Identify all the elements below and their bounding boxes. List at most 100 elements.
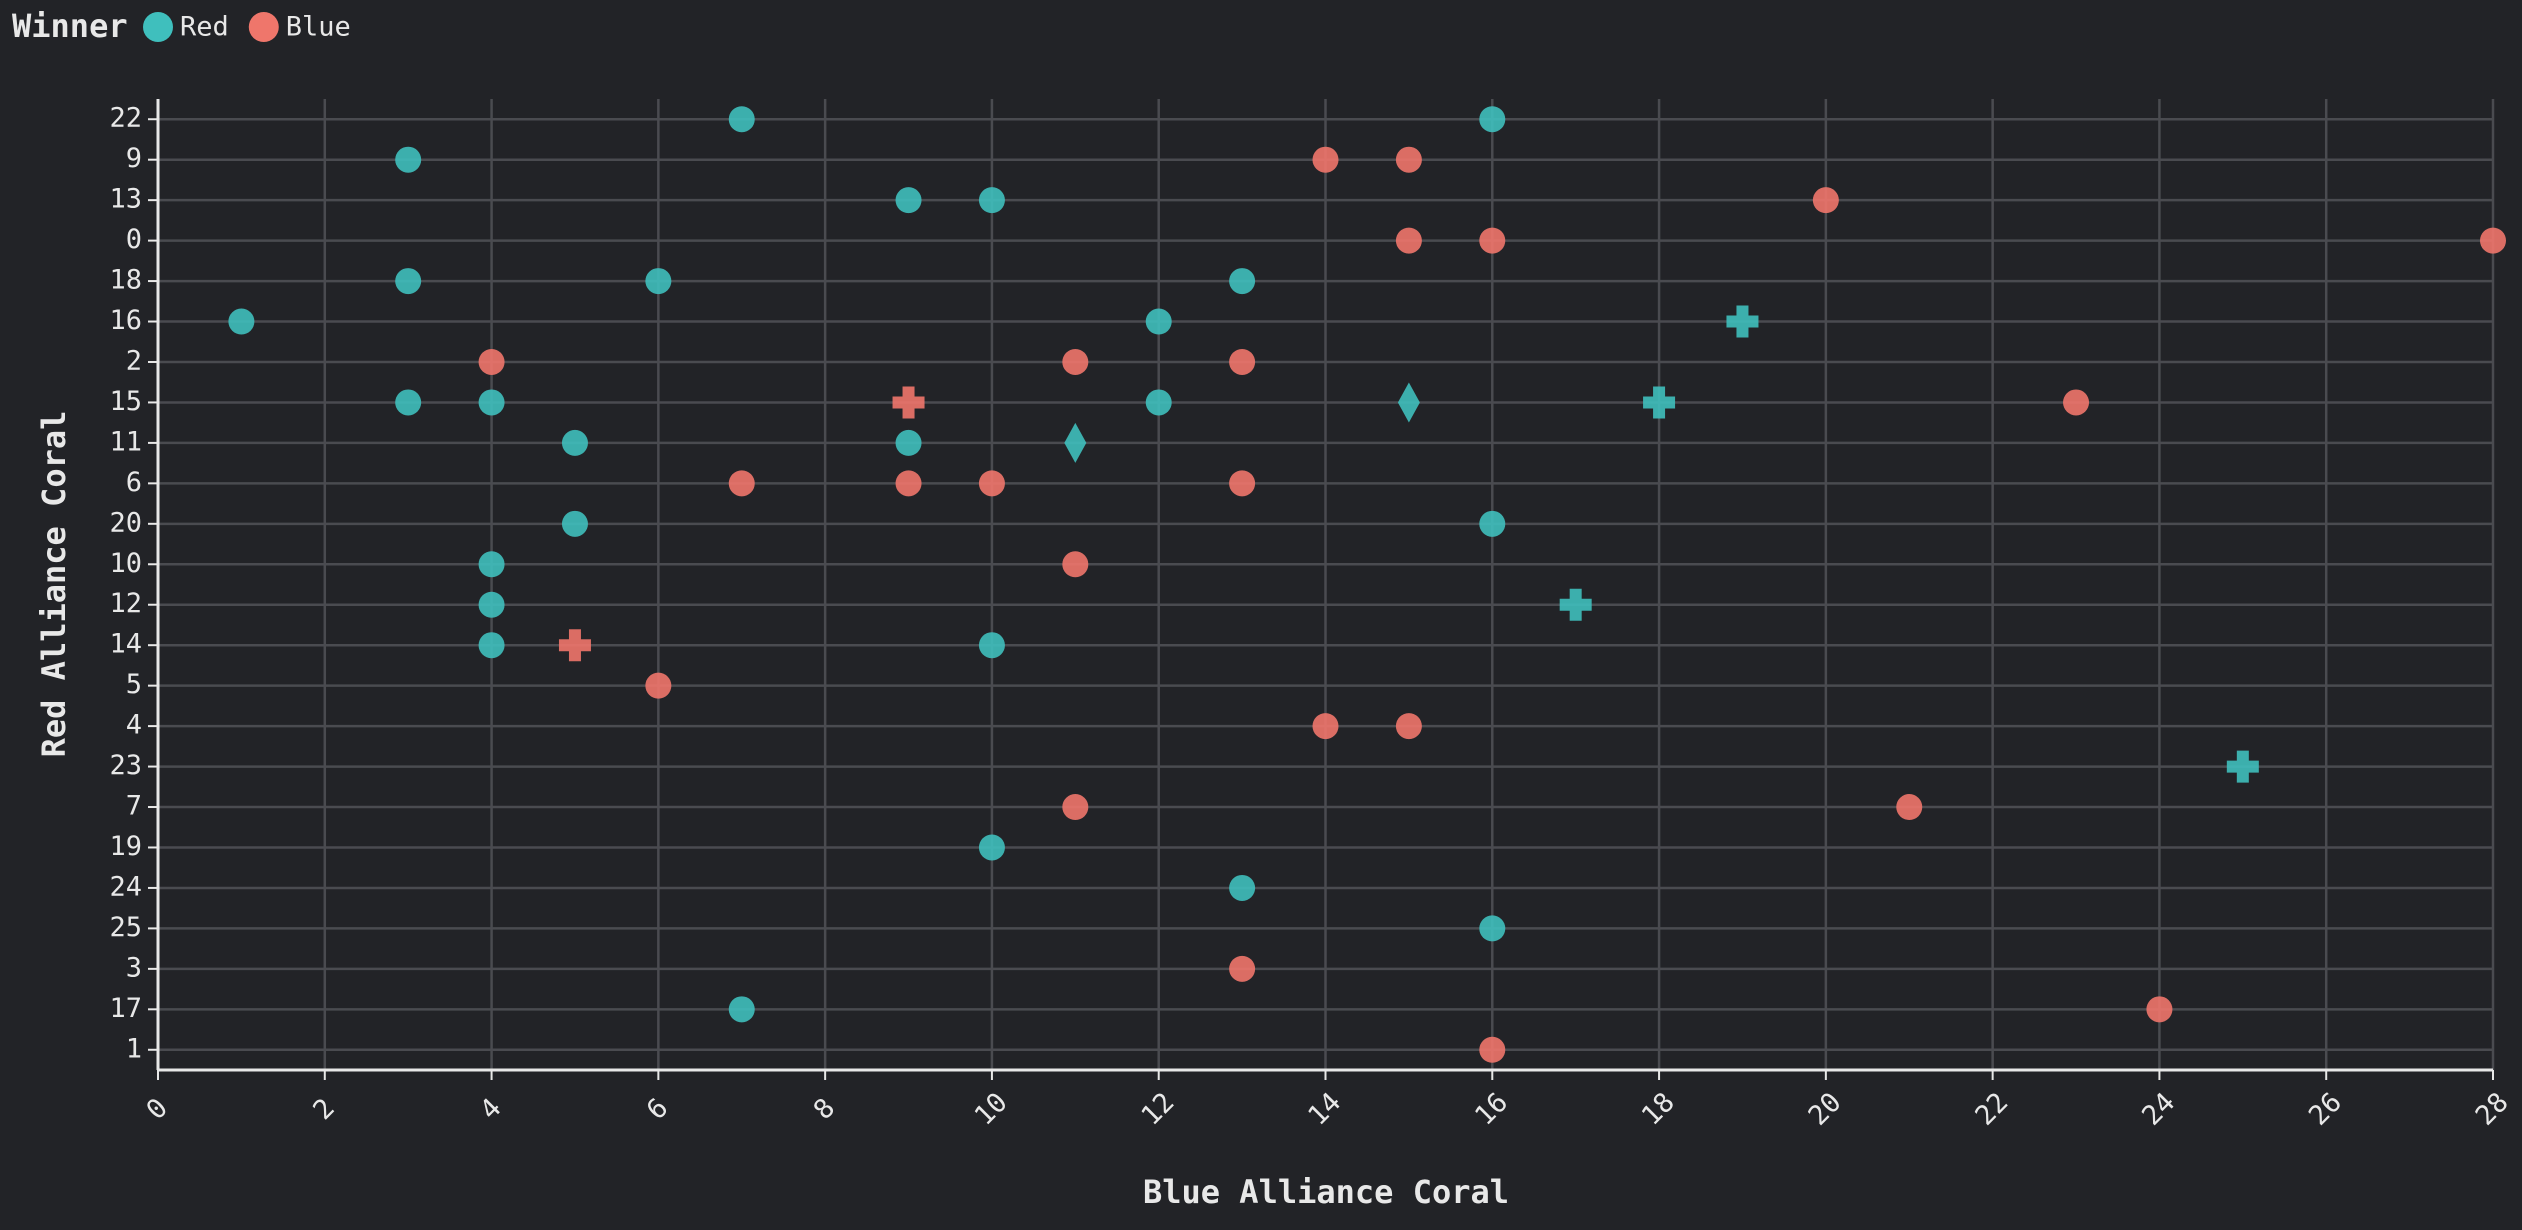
point: [1229, 268, 1256, 295]
legend-marker: [143, 12, 173, 42]
point: [978, 632, 1005, 659]
point: [1812, 187, 1839, 214]
y-tick-label: 12: [109, 588, 142, 619]
point: [478, 632, 505, 659]
y-tick-label: 25: [109, 912, 142, 943]
point: [728, 470, 755, 497]
point: [228, 308, 255, 335]
y-tick-label: 10: [109, 548, 142, 579]
point: [1643, 386, 1676, 419]
point: [1229, 955, 1256, 982]
x-tick-label: 12: [1136, 1087, 1181, 1132]
point: [1229, 470, 1256, 497]
x-tick-label: 2: [307, 1093, 340, 1126]
point: [561, 510, 588, 537]
point: [1479, 915, 1506, 942]
point: [478, 389, 505, 416]
y-tick-label: 24: [109, 871, 142, 902]
point: [1312, 713, 1339, 740]
point: [1062, 794, 1089, 821]
point: [2063, 389, 2090, 416]
point: [395, 389, 422, 416]
point: [895, 470, 922, 497]
y-tick-label: 11: [109, 426, 142, 457]
x-tick-label: 0: [141, 1093, 174, 1126]
x-axis-label: Blue Alliance Coral: [1143, 1173, 1509, 1211]
point: [1229, 348, 1256, 375]
x-tick-label: 16: [1469, 1087, 1514, 1132]
point: [1479, 510, 1506, 537]
y-axis-label: Red Alliance Coral: [35, 411, 73, 758]
point: [1395, 146, 1422, 173]
y-tick-label: 13: [109, 184, 142, 215]
legend-label: Blue: [286, 12, 351, 43]
x-tick-label: 8: [808, 1093, 841, 1126]
legend-title: Winner: [12, 7, 128, 45]
point: [978, 187, 1005, 214]
point: [1229, 874, 1256, 901]
point: [1896, 794, 1923, 821]
point: [561, 429, 588, 456]
y-tick-label: 0: [126, 224, 142, 255]
point: [395, 268, 422, 295]
x-tick-label: 28: [2470, 1087, 2515, 1132]
x-tick-label: 26: [2303, 1087, 2348, 1132]
point: [1145, 389, 1172, 416]
y-tick-label: 2: [126, 345, 142, 376]
point: [895, 429, 922, 456]
point: [1312, 146, 1339, 173]
point: [478, 348, 505, 375]
y-tick-label: 5: [126, 669, 142, 700]
point: [978, 470, 1005, 497]
y-tick-label: 22: [109, 103, 142, 134]
x-tick-label: 4: [474, 1093, 507, 1126]
point: [1062, 348, 1089, 375]
legend-label: Red: [180, 12, 229, 43]
x-tick-label: 10: [969, 1087, 1014, 1132]
y-tick-label: 3: [126, 952, 142, 983]
point: [892, 386, 925, 419]
point: [728, 996, 755, 1023]
y-tick-label: 19: [109, 831, 142, 862]
x-tick-label: 18: [1636, 1087, 1681, 1132]
point: [978, 834, 1005, 861]
point: [1479, 106, 1506, 133]
x-tick-label: 22: [1969, 1087, 2014, 1132]
y-tick-label: 4: [126, 710, 142, 741]
y-tick-label: 23: [109, 750, 142, 781]
point: [728, 106, 755, 133]
point: [1397, 382, 1420, 423]
y-tick-label: 14: [109, 629, 142, 660]
y-tick-label: 15: [109, 386, 142, 417]
point: [1064, 422, 1087, 463]
point: [1395, 713, 1422, 740]
x-tick-label: 20: [1803, 1087, 1848, 1132]
point: [1145, 308, 1172, 335]
point: [2226, 750, 2259, 783]
y-tick-label: 20: [109, 507, 142, 538]
y-tick-label: 7: [126, 791, 142, 822]
x-tick-label: 14: [1302, 1087, 1347, 1132]
point: [1559, 588, 1592, 621]
y-tick-label: 1: [126, 1033, 142, 1064]
point: [395, 146, 422, 173]
point: [1479, 1036, 1506, 1063]
point: [1479, 227, 1506, 254]
x-tick-label: 6: [641, 1093, 674, 1126]
point: [645, 672, 672, 699]
legend-marker: [248, 12, 279, 42]
point: [645, 268, 672, 295]
point: [1395, 227, 1422, 254]
point: [478, 551, 505, 578]
y-tick-label: 6: [126, 467, 142, 498]
point: [2146, 996, 2173, 1023]
point: [558, 629, 591, 662]
point: [2480, 227, 2506, 254]
y-tick-label: 18: [109, 265, 142, 296]
point: [478, 591, 505, 618]
y-tick-label: 16: [109, 305, 142, 336]
x-tick-label: 24: [2136, 1087, 2181, 1132]
point: [1726, 305, 1759, 338]
